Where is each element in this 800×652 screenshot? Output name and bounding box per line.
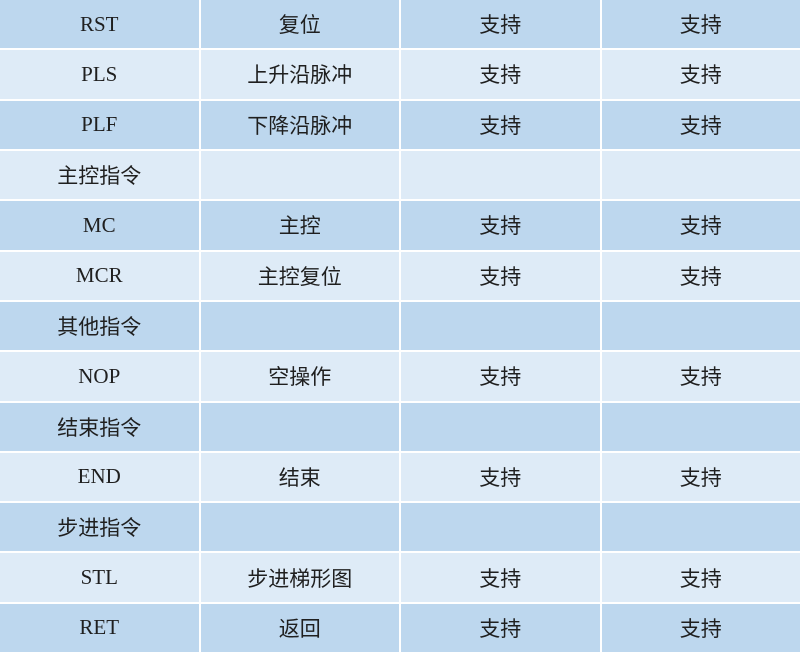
section-title-cell: 其他指令 xyxy=(57,315,142,340)
cell-support-b: 支持 xyxy=(599,0,800,49)
cell-description: 结束 xyxy=(198,452,400,502)
cell-description xyxy=(198,301,400,351)
cell-support-a xyxy=(399,503,600,552)
cell-description: 空操作 xyxy=(198,352,400,401)
cell-support-a xyxy=(399,402,600,451)
cell-mnemonic: PLF xyxy=(81,112,118,137)
section-title-cell: 步进指令 xyxy=(57,516,142,541)
table-row: STL 步进梯形图 支持 支持 xyxy=(0,551,800,602)
cell-support-a: 支持 xyxy=(399,452,600,502)
section-title-cell: 主控指令 xyxy=(57,164,142,189)
cell-support-a: 支持 xyxy=(399,352,600,401)
cell-description xyxy=(198,402,400,451)
cell-support-b xyxy=(599,503,800,552)
section-row: 结束指令 xyxy=(0,400,800,451)
cell-support-b: 支持 xyxy=(599,100,800,149)
section-title-cell: 结束指令 xyxy=(57,415,142,440)
cell-support-a: 支持 xyxy=(399,0,600,49)
cell-mnemonic: PLS xyxy=(81,61,118,86)
cell-support-b: 支持 xyxy=(599,553,800,602)
cell-description xyxy=(198,150,400,200)
cell-description: 步进梯形图 xyxy=(198,553,400,602)
table-row: NOP 空操作 支持 支持 xyxy=(0,350,800,401)
table-row: RST 复位 支持 支持 xyxy=(0,0,800,49)
cell-mnemonic: MC xyxy=(82,212,116,237)
cell-support-b xyxy=(599,402,800,451)
table-row: PLF 下降沿脉冲 支持 支持 xyxy=(0,98,800,149)
cell-description: 主控 xyxy=(198,201,400,250)
cell-support-b xyxy=(599,301,800,351)
cell-description: 下降沿脉冲 xyxy=(198,100,400,149)
cell-support-b: 支持 xyxy=(599,251,800,300)
section-row: 其他指令 xyxy=(0,299,800,351)
cell-mnemonic: MCR xyxy=(75,263,123,288)
cell-support-b xyxy=(599,150,800,200)
table-row: MC 主控 支持 支持 xyxy=(0,199,800,250)
cell-description: 主控复位 xyxy=(198,251,400,300)
cell-support-b: 支持 xyxy=(599,201,800,250)
cell-description: 复位 xyxy=(198,0,400,49)
cell-support-a xyxy=(399,301,600,351)
cell-support-b: 支持 xyxy=(599,603,800,652)
cell-mnemonic: END xyxy=(77,464,121,489)
cell-support-b: 支持 xyxy=(599,352,800,401)
cell-support-b: 支持 xyxy=(599,452,800,502)
table-row: RET 返回 支持 支持 xyxy=(0,601,800,652)
cell-support-a: 支持 xyxy=(399,251,600,300)
table-row: MCR 主控复位 支持 支持 xyxy=(0,249,800,300)
cell-description xyxy=(198,503,400,552)
cell-description: 返回 xyxy=(198,603,400,652)
section-row: 主控指令 xyxy=(0,148,800,200)
cell-support-a: 支持 xyxy=(399,603,600,652)
cell-mnemonic: NOP xyxy=(78,363,121,388)
cell-support-a: 支持 xyxy=(399,50,600,99)
cell-description: 上升沿脉冲 xyxy=(198,50,400,99)
cell-support-a: 支持 xyxy=(399,553,600,602)
section-row: 步进指令 xyxy=(0,501,800,552)
table-row: PLS 上升沿脉冲 支持 支持 xyxy=(0,48,800,99)
table-row: END 结束 支持 支持 xyxy=(0,450,800,502)
cell-support-a: 支持 xyxy=(399,201,600,250)
cell-mnemonic: RET xyxy=(79,615,120,640)
cell-mnemonic: STL xyxy=(80,565,118,590)
cell-support-b: 支持 xyxy=(599,50,800,99)
cell-mnemonic: RST xyxy=(79,11,119,36)
cell-support-a xyxy=(399,150,600,200)
cell-support-a: 支持 xyxy=(399,100,600,149)
